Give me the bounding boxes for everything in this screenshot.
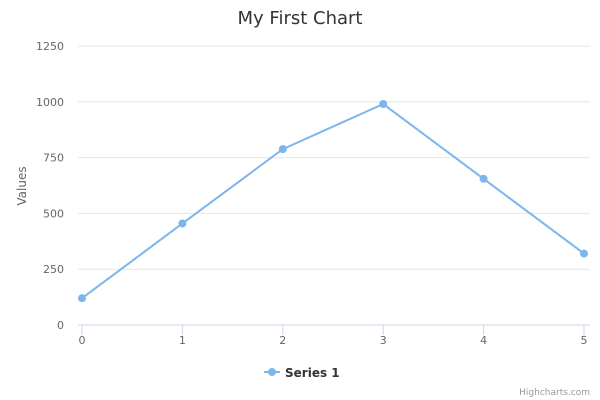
y-gridlines <box>78 45 590 270</box>
x-tick-label: 1 <box>179 334 186 347</box>
data-point[interactable] <box>479 174 488 183</box>
legend[interactable]: Series 1 <box>264 366 340 380</box>
y-tick-label: 250 <box>43 263 64 276</box>
y-tick-label: 750 <box>43 152 64 165</box>
y-tick-label: 0 <box>57 319 64 332</box>
y-axis-label: Values <box>15 166 29 205</box>
y-axis-tick-labels: 0 250 500 750 1000 1250 <box>36 40 64 332</box>
x-tick-label: 2 <box>279 334 286 347</box>
x-axis <box>78 324 590 335</box>
x-tick-label: 4 <box>480 334 487 347</box>
credits-link[interactable]: Highcharts.com <box>519 388 590 398</box>
data-point[interactable] <box>580 249 588 258</box>
data-point[interactable] <box>379 100 388 109</box>
data-point[interactable] <box>278 145 287 154</box>
series-line[interactable] <box>81 103 585 300</box>
x-tick-label: 3 <box>380 334 387 347</box>
x-axis-tick-labels: 0 1 2 3 4 5 <box>79 334 588 347</box>
data-point[interactable] <box>178 219 187 228</box>
x-tick-label: 0 <box>79 334 86 347</box>
y-tick-label: 1000 <box>36 96 64 109</box>
legend-marker-icon <box>268 368 276 376</box>
chart-title: My First Chart <box>238 8 363 29</box>
y-tick-label: 1250 <box>36 40 64 53</box>
y-tick-label: 500 <box>43 207 64 220</box>
series-1[interactable] <box>78 100 588 303</box>
legend-item-series-1[interactable]: Series 1 <box>285 366 340 380</box>
x-tick-label: 5 <box>581 334 588 347</box>
data-point[interactable] <box>78 294 86 303</box>
